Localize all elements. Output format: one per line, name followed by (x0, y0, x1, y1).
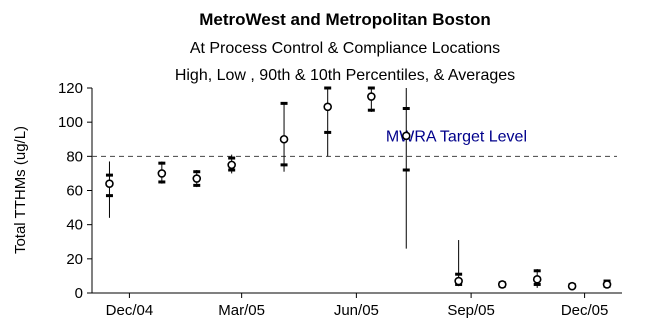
plot-area: 0 20 40 60 80 100 120 Dec/04 Mar/05 Jun/05 Sep/05 D… (58, 80, 622, 319)
average-point (323, 102, 332, 112)
average-point (454, 276, 463, 286)
y-tick-label: 20 (66, 251, 83, 268)
y-tick-label: 100 (58, 114, 83, 131)
chart-subtitle: At Process Control & Compliance Location… (190, 40, 500, 57)
x-tick-label: Sep/05 (447, 302, 495, 319)
y-tick-label: 120 (58, 80, 83, 97)
y-axis-label: Total TTHMs (ug/L) (12, 126, 29, 254)
average-point (157, 169, 167, 178)
average-point (279, 134, 289, 144)
target-level-label: MWRA Target Level (386, 128, 527, 145)
x-tick-label: Dec/05 (561, 302, 609, 319)
y-tick-label: 40 (66, 217, 83, 234)
average-point (497, 280, 507, 289)
chart-subtitle-2: High, Low , 90th & 10th Percentiles, & A… (175, 67, 515, 84)
average-point (227, 160, 236, 170)
average-point (192, 174, 202, 183)
y-tick-label: 60 (66, 183, 83, 200)
average-point (367, 92, 376, 101)
y-tick-label: 0 (75, 285, 83, 302)
average-point (401, 131, 411, 141)
average-point (602, 280, 612, 289)
average-point (105, 179, 114, 188)
y-tick-label: 80 (66, 148, 83, 165)
x-tick-label: Jun/05 (334, 302, 379, 319)
average-point (532, 275, 542, 284)
chart-title: MetroWest and Metropolitan Boston (199, 10, 491, 29)
average-point (567, 281, 577, 291)
x-tick-label: Mar/05 (218, 302, 265, 319)
x-tick-label: Dec/04 (106, 302, 154, 319)
